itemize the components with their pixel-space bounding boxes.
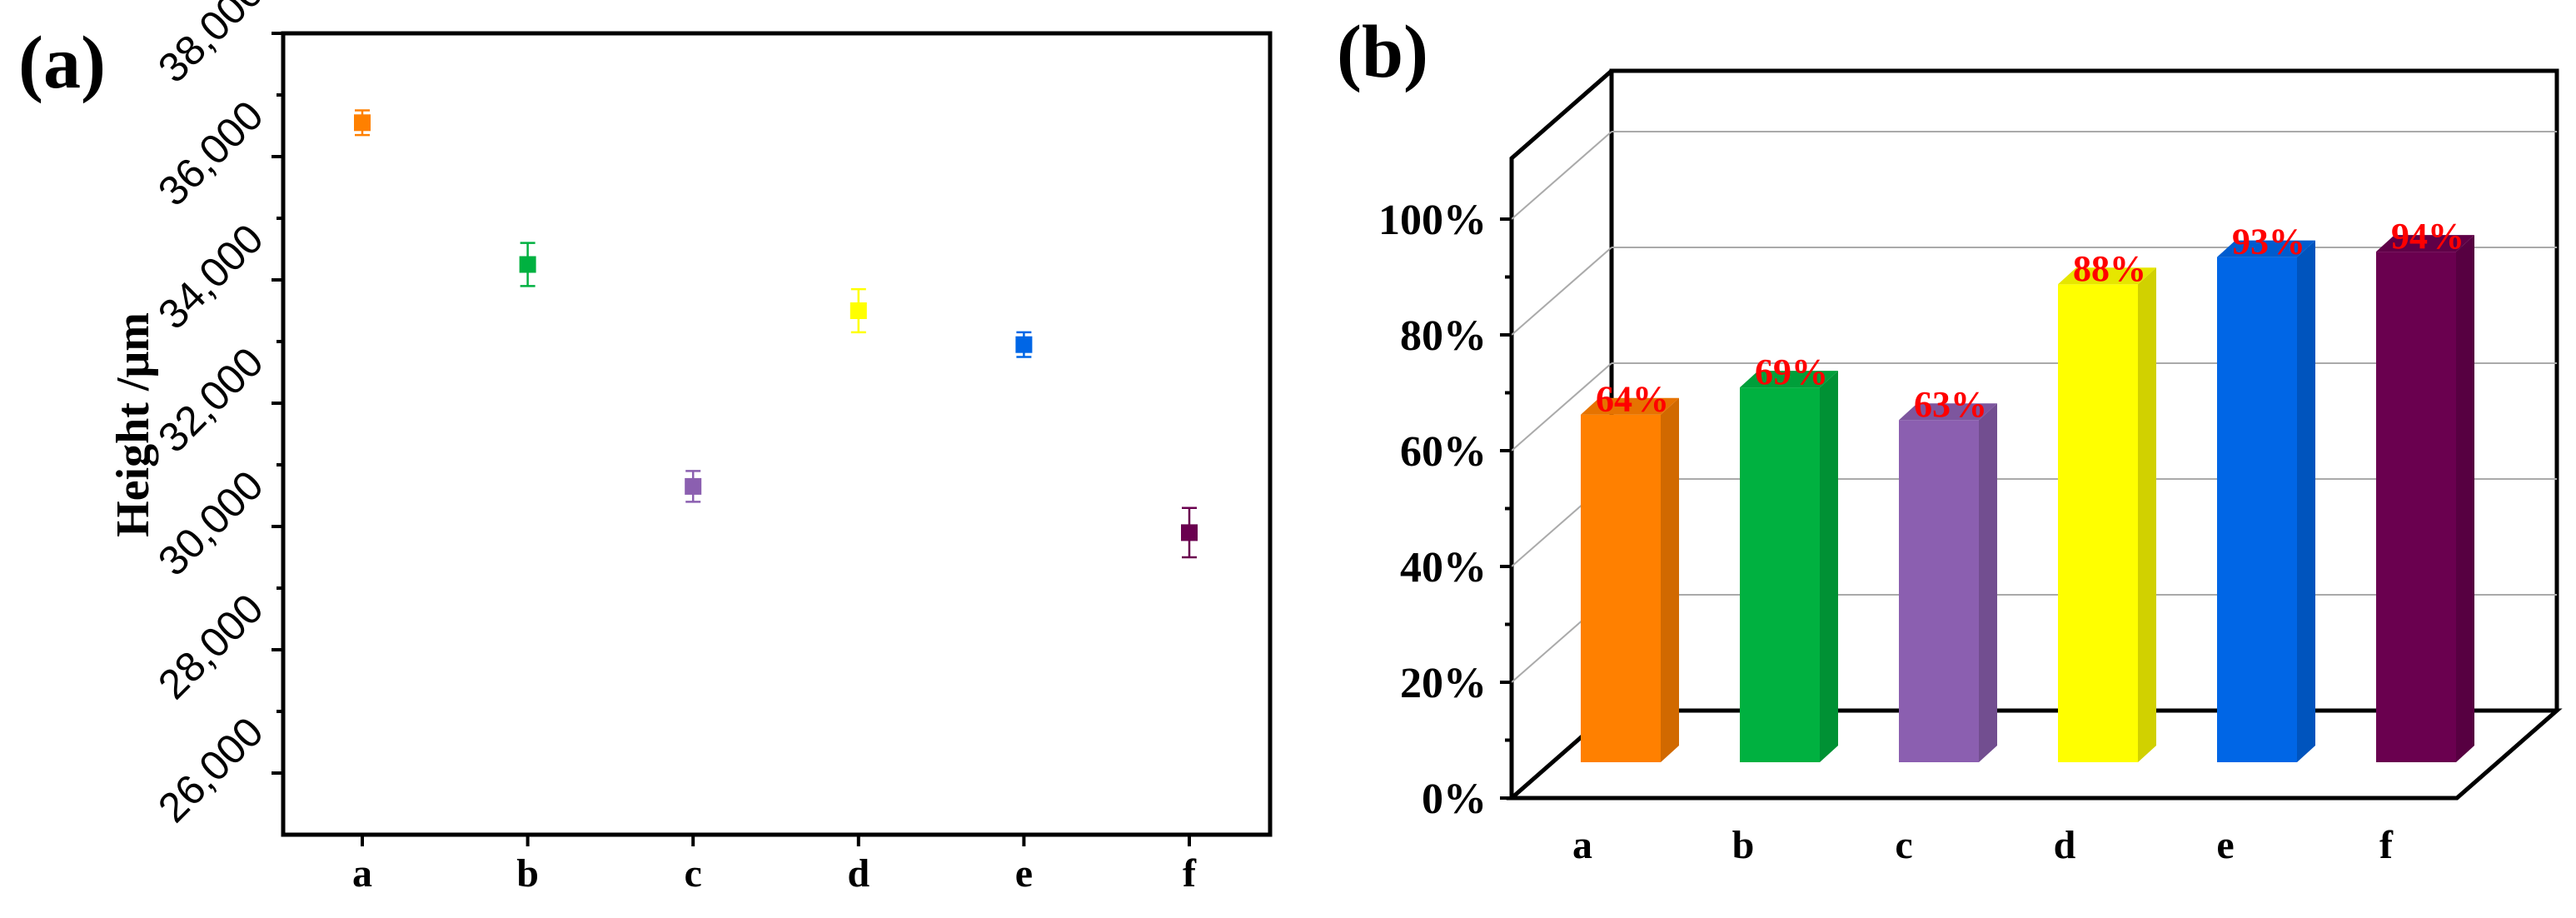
- panel-b-bar-front: [2217, 257, 2297, 762]
- panel-b-bar-side: [1820, 371, 1838, 762]
- panel-b-x-tick-label: f: [2379, 823, 2394, 867]
- panel-b-bar-top: [2217, 240, 2315, 257]
- panel-b-3d-walls: [1506, 68, 2563, 801]
- panel-b-y-tick-label: 40%: [1400, 544, 1487, 591]
- panel-b-bar-top: [2376, 235, 2474, 252]
- panel-a-point-e: [1015, 336, 1033, 353]
- panel-b-gridline-side: [1511, 362, 1612, 452]
- panel-b-y-tick-label: 0%: [1422, 776, 1487, 823]
- panel-b-bar-value-label: 69%: [1755, 352, 1828, 392]
- panel-a-y-tick-label: 36,000: [149, 92, 272, 215]
- panel-b-y-ticks: 0% 20% 40% 60% 80% 100%: [1378, 197, 1512, 823]
- panel-b-x-ticks: a b c d e f: [1572, 823, 2394, 867]
- panel-b-bar-side: [2297, 240, 2315, 762]
- panel-a-x-tick-label: a: [352, 851, 372, 896]
- panel-b-bar-front: [1581, 414, 1661, 762]
- panel-b-y-tick-label: 20%: [1400, 660, 1487, 707]
- panel-b-y-tick-label: 60%: [1400, 428, 1487, 476]
- panel-b-bar-side: [1979, 403, 1997, 762]
- panel-b-bars: 64% 69% 63% 88% 93% 94%: [1581, 216, 2474, 762]
- panel-a-plot-frame: [281, 31, 1273, 837]
- panel-b-bar-side: [1661, 397, 1679, 762]
- panel-b-bar-value-label: 94%: [2391, 216, 2464, 257]
- panel-a-y-tick-label: 28,000: [149, 585, 272, 708]
- panel-a-point-c: [685, 477, 702, 495]
- panel-b-bar-side: [2138, 267, 2156, 762]
- panel-b-label: (b): [1337, 11, 1428, 93]
- panel-b-x-tick-label: d: [2054, 823, 2076, 867]
- panel-b-y-tick-label: 100%: [1378, 197, 1487, 244]
- panel-a-x-tick-label: f: [1183, 851, 1197, 896]
- panel-b-bar-e: 93%: [2217, 222, 2315, 762]
- panel-a-x-tick-label: b: [516, 851, 539, 896]
- panel-b-bar-f: 94%: [2376, 216, 2474, 762]
- panel-a-x-ticks: a b c d e f: [352, 835, 1197, 896]
- panel-b-bar-front: [1899, 420, 1979, 762]
- panel-a-y-tick-label: 30,000: [149, 461, 272, 585]
- panel-a-y-tick-label: 26,000: [149, 708, 272, 831]
- panel-b-x-tick-label: c: [1895, 823, 1912, 867]
- panel-a-point-a: [354, 114, 371, 132]
- panel-a-y-tick-label: 32,000: [149, 338, 272, 461]
- panel-a-point-d: [850, 302, 867, 319]
- panel-b-bar-top: [1740, 371, 1838, 388]
- panel-a-x-tick-label: d: [847, 851, 869, 896]
- panel-b-gridline-side: [1511, 247, 1612, 336]
- panel-b-bar-value-label: 63%: [1914, 384, 1987, 425]
- panel-a-x-tick-label: c: [685, 851, 702, 896]
- panel-b-bar-top: [1899, 403, 1997, 421]
- panel-a-chart: (a) Height /μm 26,00028,00030,00032,0003…: [18, 0, 1273, 896]
- panel-a-x-tick-label: e: [1015, 851, 1033, 896]
- panel-b-chart: (b) 0% 20% 40% 60% 80% 100% 64% 69% 63% 88% 93% 94…: [1337, 11, 2563, 867]
- panel-b-bar-c: 63%: [1899, 384, 1997, 762]
- panel-b-bar-a: 64%: [1581, 379, 1679, 762]
- panel-a-y-axis-title: Height /μm: [107, 312, 159, 537]
- panel-b-x-tick-label: a: [1572, 823, 1592, 867]
- panel-b-bar-front: [2376, 252, 2456, 762]
- panel-b-x-tick-label: e: [2216, 823, 2234, 867]
- panel-b-bar-b: 69%: [1740, 352, 1838, 762]
- panel-a-y-tick-label: 38,000: [149, 0, 272, 92]
- panel-b-bar-value-label: 93%: [2232, 222, 2305, 262]
- panel-a-label: (a): [18, 22, 106, 104]
- panel-b-gridline-side: [1511, 131, 1612, 220]
- panel-a-point-b: [519, 256, 536, 273]
- panel-b-bar-top: [1581, 397, 1679, 415]
- panel-b-bar-front: [1740, 387, 1820, 762]
- panel-a-y-tick-label: 34,000: [149, 215, 272, 338]
- panel-b-bar-side: [2456, 235, 2474, 762]
- panel-b-bar-value-label: 64%: [1596, 379, 1669, 420]
- panel-a-point-f: [1181, 524, 1198, 541]
- panel-b-left-wall: [1509, 69, 1613, 798]
- panel-b-bar-value-label: 88%: [2073, 248, 2146, 289]
- panel-b-bar-d: 88%: [2058, 248, 2156, 762]
- panel-b-floor: [1506, 708, 2563, 801]
- panel-b-back-wall: [1609, 68, 2559, 711]
- panel-b-x-tick-label: b: [1732, 823, 1755, 867]
- panel-b-bar-top: [2058, 267, 2156, 285]
- panel-b-y-tick-label: 80%: [1400, 312, 1487, 360]
- panel-b-bar-front: [2058, 284, 2138, 762]
- panel-a-y-ticks: 26,00028,00030,00032,00034,00036,00038,0…: [149, 0, 283, 831]
- panel-a-data-points: [354, 109, 1198, 559]
